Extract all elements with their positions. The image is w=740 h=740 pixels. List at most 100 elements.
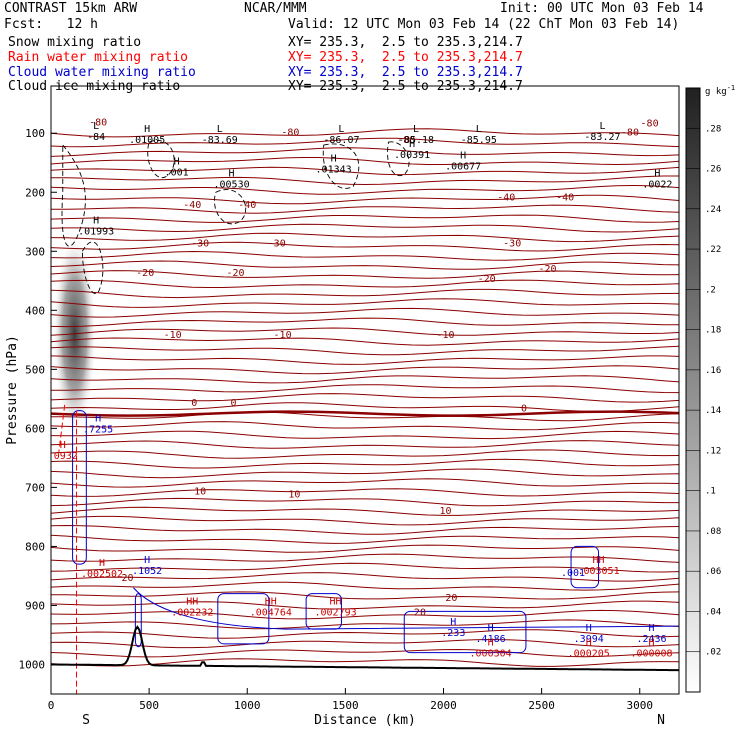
- field-xy-snow: XY= 235.3, 2.5 to 235.3,214.7: [288, 35, 523, 50]
- temperature-line: [51, 658, 679, 667]
- temperature-line: [51, 638, 679, 649]
- forecast-hour: Fcst: 12 h: [4, 17, 98, 32]
- plot-frame: [50, 85, 680, 695]
- temperature-label: 10: [439, 506, 451, 517]
- temperature-line: [51, 337, 679, 346]
- extremum-label: L -86.07: [323, 124, 359, 146]
- colorbar: g kg-1 .02 .04 .06 .08 .1 .12 .14 .16 .18 .2 .22 .2…: [685, 84, 735, 693]
- extremum-label: HH .003051: [577, 555, 619, 577]
- colorbar-unit: g kg-1: [705, 84, 735, 97]
- y-tick-label: 1000: [19, 658, 46, 671]
- temperature-line: [51, 270, 679, 279]
- temperature-label: -40: [556, 192, 574, 203]
- cloud-water-contour: [570, 545, 600, 589]
- temperature-line: [51, 430, 679, 440]
- temperature-line: [51, 232, 679, 243]
- temperature-line: [51, 591, 679, 600]
- temperature-line: [51, 629, 679, 639]
- extremum-label: HH .004764: [250, 596, 292, 618]
- temperature-line: [51, 488, 679, 497]
- temperature-line: [51, 468, 679, 479]
- x-axis: 0 500 1000 1500 2000 2500 3000: [48, 688, 653, 712]
- cloud-ice-contour: [61, 143, 86, 247]
- temperature-line: [51, 506, 679, 516]
- y-tick-label: 300: [25, 245, 45, 258]
- temperature-line: [51, 619, 679, 630]
- temperature-line: [51, 260, 679, 270]
- x-axis-right-end: N: [657, 713, 665, 728]
- colorbar-tick-label: .14: [705, 406, 721, 416]
- y-tick-label: 500: [25, 363, 45, 376]
- extremum-label: H .002502: [81, 558, 123, 580]
- field-label-cloud-water: Cloud water mixing ratio: [8, 65, 196, 80]
- field-xy-cloud-water: XY= 235.3, 2.5 to 235.3,214.7: [288, 65, 523, 80]
- temperature-label: 10: [288, 489, 300, 500]
- temperature-label: -80: [621, 127, 639, 138]
- temperature-label: -10: [436, 330, 454, 341]
- temperature-label: -80: [281, 127, 299, 138]
- colorbar-tick-label: .06: [705, 567, 721, 577]
- temperature-line: [51, 458, 679, 469]
- temperature-label: -80: [397, 135, 415, 146]
- temperature-line: [51, 375, 679, 384]
- extremum-label: H .233: [441, 617, 465, 639]
- temperature-line: [51, 175, 679, 186]
- colorbar-tick-label: .18: [705, 326, 721, 336]
- y-tick-label: 900: [25, 599, 45, 612]
- temperature-line: [51, 204, 679, 214]
- cloud-water-contour: [134, 593, 142, 648]
- temperature-line: [51, 194, 679, 205]
- rain-water-contour: [58, 404, 66, 453]
- temperature-line: [51, 307, 679, 318]
- temperature-line: [51, 279, 679, 288]
- temperature-label: -30: [268, 238, 286, 249]
- extremum-label: H .1052: [132, 555, 162, 577]
- extremum-label: L -85.95: [461, 124, 497, 146]
- temperature-label: 0: [521, 404, 527, 415]
- temperature-line: [51, 317, 679, 328]
- temperature-line: [51, 648, 679, 658]
- extremum-label: H .7255: [83, 413, 113, 435]
- extremum-label: H .001: [165, 157, 189, 179]
- org-label: NCAR/MMM: [244, 1, 307, 16]
- temperature-line: [51, 524, 679, 535]
- colorbar-tick-label: .22: [705, 245, 721, 255]
- temperature-line: [51, 440, 679, 449]
- y-tick-label: 700: [25, 481, 45, 494]
- temperature-label: 0: [230, 398, 236, 409]
- temperature-line: [51, 288, 679, 299]
- temperature-line: [51, 421, 679, 431]
- temperature-label: -80: [89, 117, 107, 128]
- extremum-label: HH .002793: [314, 596, 356, 618]
- cloud-water-contour: [72, 410, 87, 565]
- colorbar-tick-label: .24: [705, 205, 721, 215]
- temperature-contours: [51, 128, 679, 667]
- temperature-line: [51, 184, 679, 195]
- colorbar-tick-label: .04: [705, 607, 721, 617]
- rain-water-contours: [58, 404, 78, 694]
- extremum-label: H .000304: [470, 638, 512, 660]
- extremum-label: H .000205: [568, 638, 610, 660]
- temperature-line: [51, 137, 679, 148]
- temperature-label: -20: [136, 268, 154, 279]
- freezing-line: [51, 410, 679, 417]
- temperature-line: [51, 128, 679, 138]
- temperature-line: [51, 402, 679, 413]
- cloud-ice-contour: [147, 140, 175, 179]
- extremum-label: H .00530: [213, 168, 249, 190]
- temperature-line: [51, 327, 679, 336]
- colorbar-tick-label: .16: [705, 366, 721, 376]
- temperature-line: [51, 147, 679, 157]
- temperature-line: [51, 515, 679, 526]
- colorbar-tick-label: .08: [705, 527, 721, 537]
- extremum-label: H .00391: [394, 139, 430, 161]
- y-axis-label: Pressure (hPa): [5, 335, 20, 445]
- temperature-line: [51, 157, 679, 166]
- cloud-ice-contour: [81, 241, 104, 294]
- temperature-line: [51, 345, 679, 356]
- temperature-line: [51, 166, 679, 176]
- cloud-water-contour: [133, 587, 679, 630]
- temperature-label: -10: [164, 330, 182, 341]
- temperature-line: [51, 609, 679, 620]
- x-axis-label: Distance (km): [314, 713, 416, 728]
